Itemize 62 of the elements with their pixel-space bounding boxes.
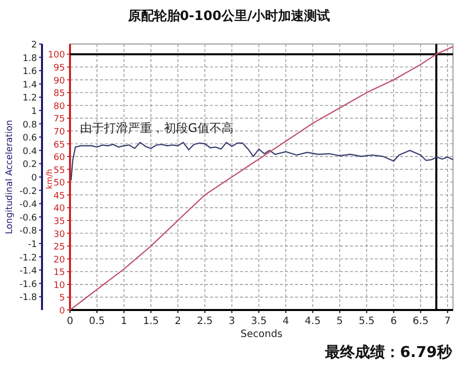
x-tick-label: 6.5 bbox=[412, 316, 429, 327]
y-tick-label: 1.2 bbox=[22, 94, 37, 104]
y2-tick-label: 10 bbox=[54, 280, 66, 291]
x-tick-label: 6 bbox=[390, 316, 397, 327]
x-tick-label: 1.5 bbox=[142, 316, 159, 327]
y2-tick-label: 55 bbox=[54, 166, 65, 176]
y2-tick-label: 25 bbox=[54, 242, 65, 253]
y-tick-label: 1 bbox=[31, 107, 37, 117]
y2-tick-label: 20 bbox=[54, 255, 66, 266]
y2-tick-label: 100 bbox=[48, 50, 66, 61]
y-tick-label: 0.6 bbox=[22, 134, 38, 144]
x-axis-title: Seconds bbox=[240, 329, 283, 340]
x-tick-label: 3 bbox=[228, 316, 236, 327]
y-tick-label: 1.4 bbox=[22, 80, 38, 90]
y2-tick-label: 75 bbox=[54, 114, 65, 125]
x-tick-label: 4 bbox=[282, 316, 289, 327]
y-tick-label: -1.2 bbox=[19, 253, 37, 264]
x-tick-label: 1 bbox=[120, 316, 128, 327]
x-tick-label: 7 bbox=[444, 316, 451, 327]
y2-tick-label: 95 bbox=[54, 64, 65, 74]
y2-tick-label: 40 bbox=[54, 204, 66, 214]
x-tick-label: 5.5 bbox=[358, 316, 375, 327]
y-tick-label: 0.2 bbox=[22, 160, 37, 170]
y2-tick-label: 35 bbox=[54, 216, 65, 227]
y2-tick-label: 60 bbox=[54, 153, 66, 164]
y2-tick-label: 50 bbox=[54, 178, 66, 189]
y2-tick-label: 70 bbox=[54, 127, 66, 138]
y2-tick-label: 30 bbox=[54, 230, 66, 240]
y-tick-label: 0.8 bbox=[22, 120, 38, 130]
y2-tick-label: 45 bbox=[54, 191, 65, 202]
x-tick-label: 2.5 bbox=[196, 316, 213, 327]
y-tick-label: -1.6 bbox=[19, 280, 38, 290]
y2-tick-label: 0 bbox=[59, 306, 66, 316]
y-tick-label: -1.8 bbox=[19, 293, 38, 304]
y-tick-label: -1.4 bbox=[19, 266, 38, 277]
y2-tick-label: 65 bbox=[54, 140, 65, 150]
y-tick-label: -0.8 bbox=[19, 226, 38, 237]
y2-tick-label: 5 bbox=[59, 294, 65, 304]
x-tick-label: 3.5 bbox=[250, 316, 267, 327]
y2-tick-label: 15 bbox=[54, 268, 65, 278]
x-tick-label: 4.5 bbox=[304, 316, 321, 327]
y-tick-label: -1 bbox=[28, 240, 37, 250]
y2-tick-label: 85 bbox=[54, 89, 65, 100]
y2-axis-title: km/h bbox=[45, 168, 54, 190]
y-tick-label: -0.6 bbox=[19, 213, 38, 224]
x-tick-label: 0.5 bbox=[89, 316, 105, 327]
chart-title: 原配轮胎0-100公里/小时加速测试 bbox=[126, 8, 330, 24]
y-tick-label: -0.2 bbox=[19, 186, 37, 197]
y-tick-label: 2 bbox=[31, 40, 37, 50]
y2-tick-label: 80 bbox=[54, 102, 66, 112]
y-tick-label: -0.4 bbox=[19, 200, 38, 210]
y-tick-label: 0.4 bbox=[22, 146, 38, 157]
y-tick-label: 0 bbox=[31, 174, 38, 184]
y-axis-title: Longitudinal Acceleration bbox=[5, 120, 15, 234]
annotation: 由于打滑严重，初段G值不高 bbox=[80, 121, 234, 135]
x-tick-label: 0 bbox=[66, 316, 74, 327]
y-tick-label: 1.8 bbox=[22, 54, 38, 64]
text: 最终成绩：6.79秒 bbox=[324, 343, 453, 361]
y2-tick-label: 90 bbox=[54, 76, 66, 86]
x-tick-label: 2 bbox=[174, 316, 182, 327]
y-tick-label: 1.6 bbox=[22, 67, 38, 78]
x-tick-label: 5 bbox=[336, 316, 343, 327]
